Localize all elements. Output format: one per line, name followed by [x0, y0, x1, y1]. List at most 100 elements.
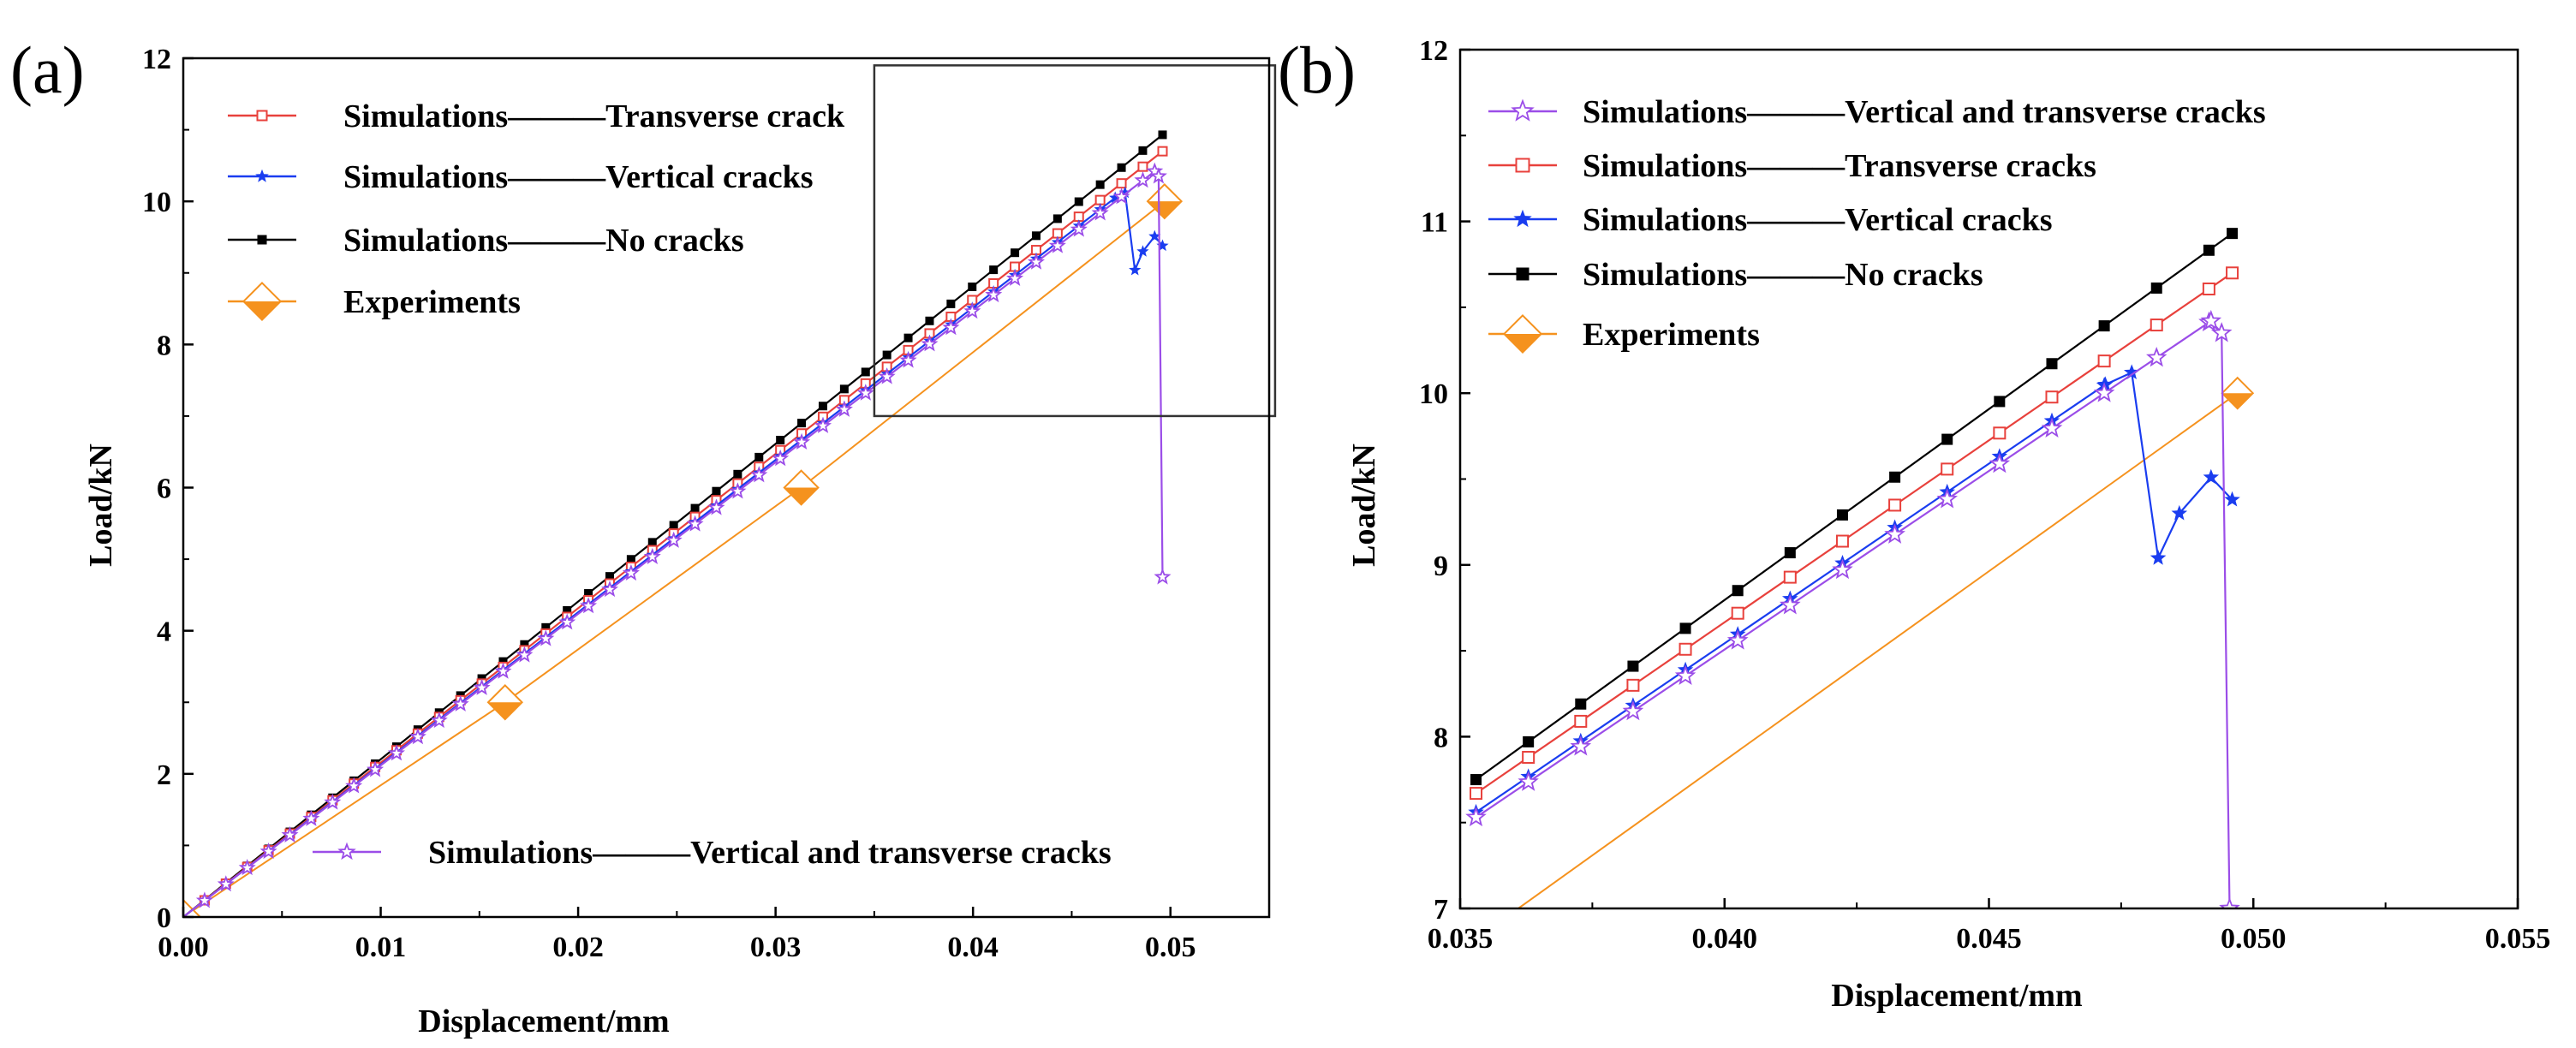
both-marker-a-15 [516, 646, 534, 663]
xtick-label-b-3: 0.050 [2221, 923, 2287, 955]
nocracks-marker-a-15 [520, 640, 529, 649]
legend-entry-a-transverse: Simulations———Transverse crack [228, 98, 845, 134]
both-marker-a-1 [217, 875, 235, 892]
experiments-point-a-2-fill [784, 487, 819, 505]
legend-marker-a-nocracks [257, 235, 267, 245]
both-marker-a-44 [1134, 171, 1152, 188]
legend-entry-b-nocracks: Simulations———No cracks [1488, 257, 1983, 293]
series-line-experiments-b [1518, 392, 2239, 908]
series-experiments-a [183, 182, 1184, 917]
transverse-point-a-1 [1157, 146, 1168, 157]
both-marker-a-23 [686, 515, 704, 532]
both-marker-a-13 [473, 678, 491, 695]
ytick-label-b-4: 11 [1421, 207, 1448, 239]
transverse-marker-b-12 [2097, 354, 2111, 368]
both-marker-a-19 [601, 581, 619, 598]
nocracks-marker-b-4 [1679, 622, 1691, 634]
xtick-label-a-5: 0.05 [1145, 932, 1196, 963]
both-marker-a-30 [835, 400, 853, 417]
nocracks-marker-b-12 [2098, 320, 2110, 332]
legend-entry-b-vertical: Simulations———Vertical cracks [1488, 202, 2053, 238]
plot-area-b [1465, 228, 2255, 908]
both-marker-a-29 [814, 416, 832, 433]
nocracks-marker-a-23 [690, 503, 700, 513]
ytick-label-a-1: 2 [157, 759, 171, 791]
nocracks-marker-a-27 [776, 436, 785, 445]
legend-marker-a-transverse [256, 110, 268, 122]
both-marker-b-11 [2041, 417, 2063, 438]
both-marker-a-0 [195, 891, 213, 908]
vertical-point-a-4 [1136, 245, 1149, 257]
nocracks-marker-a-19 [605, 572, 614, 581]
nocracks-marker-b-11 [2046, 358, 2058, 370]
nocracks-marker-a-29 [818, 402, 827, 411]
legend-marker-a-experiments-fill [243, 301, 281, 320]
xtick-label-a-1: 0.01 [355, 932, 407, 963]
both-marker-a-16 [537, 629, 555, 646]
both-marker-a-7 [345, 777, 363, 794]
legend-entry-b-transverse: Simulations———Transverse cracks [1488, 148, 2096, 184]
legend-label-a-experiments: Experiments [343, 284, 521, 320]
series-vertical-a [183, 186, 1169, 917]
legend-label-a-both: Simulations———Vertical and transverse cr… [428, 835, 1112, 871]
both-marker-a-14 [494, 662, 512, 679]
nocracks-marker-a-18 [584, 589, 593, 598]
both-point-b-1 [2200, 309, 2222, 330]
transverse-marker-b-6 [1783, 570, 1797, 584]
xtick-label-a-0: 0.00 [158, 932, 209, 963]
transverse-marker-b-14 [2202, 282, 2215, 295]
legend-b: Simulations———Vertical and transverse cr… [1488, 94, 2266, 354]
legend-marker-a-vertical [255, 169, 269, 182]
transverse-marker-b-13 [2150, 319, 2163, 332]
series-line-vertical-a [183, 191, 1164, 917]
both-marker-a-25 [729, 482, 747, 499]
both-marker-a-28 [793, 433, 811, 450]
nocracks-point-b-1 [2227, 228, 2239, 240]
both-marker-b-12 [2093, 382, 2115, 402]
legend-label-a-nocracks: Simulations———No cracks [343, 223, 744, 259]
nocracks-marker-a-21 [647, 538, 657, 547]
both-marker-a-24 [707, 498, 725, 515]
both-marker-b-6 [1779, 593, 1801, 615]
panel-b-ylabel: Load/kN [1346, 444, 1382, 567]
both-marker-a-5 [302, 809, 320, 826]
both-marker-b-8 [1884, 523, 1905, 544]
legend-label-b-experiments: Experiments [1583, 317, 1760, 353]
both-marker-b-1 [1518, 771, 1539, 791]
nocracks-marker-a-26 [754, 452, 764, 461]
ytick-label-b-2: 9 [1434, 551, 1448, 582]
ytick-label-a-2: 4 [157, 616, 171, 648]
zoom-region-box [873, 64, 1277, 418]
both-marker-a-34 [921, 335, 939, 352]
nocracks-marker-b-10 [1994, 396, 2006, 408]
legend-label-b-both: Simulations———Vertical and transverse cr… [1583, 94, 2266, 130]
legend-entry-a-experiments: Experiments [228, 281, 521, 322]
transverse-marker-b-4 [1679, 642, 1692, 656]
nocracks-marker-b-7 [1836, 509, 1848, 521]
transverse-marker-b-8 [1888, 498, 1902, 512]
ytick-label-b-0: 7 [1434, 894, 1448, 926]
both-point-b-3 [2219, 897, 2240, 908]
series-line-experiments-a [183, 200, 1166, 917]
nocracks-marker-a-16 [541, 622, 551, 632]
ytick-label-b-5: 12 [1419, 35, 1448, 67]
both-marker-a-43 [1112, 188, 1130, 205]
both-marker-a-21 [643, 547, 661, 564]
vertical-point-a-1 [1109, 191, 1122, 204]
both-marker-b-4 [1674, 664, 1696, 685]
legend-a: Simulations———Transverse crack Simulation… [228, 98, 1112, 871]
panel-a-xlabel: Displacement/mm [418, 1003, 669, 1039]
plot-area-a [183, 130, 1184, 917]
nocracks-marker-a-32 [882, 350, 891, 360]
both-marker-a-42 [1091, 204, 1109, 221]
nocracks-marker-a-28 [797, 419, 807, 428]
ytick-label-a-4: 8 [157, 330, 171, 361]
legend-entry-b-both: Simulations———Vertical and transverse cr… [1488, 94, 2266, 130]
nocracks-marker-a-35 [946, 299, 956, 308]
both-marker-a-36 [963, 302, 981, 319]
legend-marker-b-vertical [1513, 209, 1532, 228]
ytick-label-a-5: 10 [142, 187, 171, 218]
legend-label-b-vertical: Simulations———Vertical cracks [1583, 202, 2053, 238]
transverse-marker-b-7 [1835, 534, 1849, 548]
